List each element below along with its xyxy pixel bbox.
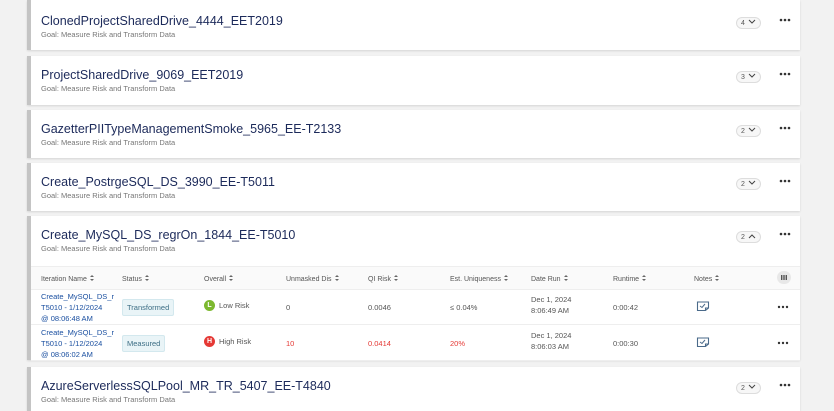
sort-icon	[332, 275, 340, 283]
project-title[interactable]: Create_MySQL_DS_regrOn_1844_EE-T5010	[41, 228, 296, 242]
column-header[interactable]: QI Risk	[368, 274, 399, 283]
iteration-count[interactable]: 2	[736, 382, 761, 394]
date-run: Dec 1, 2024	[531, 331, 572, 340]
project-card[interactable]: GazetterPIITypeManagementSmoke_5965_EE-T…	[27, 110, 800, 158]
chevron-icon	[745, 127, 756, 135]
column-header[interactable]: Est. Uniqueness	[450, 274, 509, 283]
sort-icon	[561, 275, 569, 283]
sort-icon	[712, 275, 720, 283]
runtime: 0:00:42	[613, 303, 639, 312]
risk-indicator: L	[204, 300, 215, 311]
iteration-count[interactable]: 2	[736, 178, 761, 190]
notes-icon[interactable]	[696, 335, 710, 353]
sort-icon	[87, 275, 95, 283]
table-row: Create_MySQL_DS_r T5010 - 1/12/2024 @ 08:0…	[31, 326, 800, 361]
column-header[interactable]: Notes	[694, 274, 720, 283]
notes-icon[interactable]	[696, 299, 710, 317]
chevron-icon	[745, 180, 756, 188]
page: ClonedProjectSharedDrive_4444_EET2019 Goa…	[27, 0, 800, 411]
chevron-icon	[745, 384, 756, 392]
column-header[interactable]: Runtime	[613, 274, 647, 283]
project-title[interactable]: AzureServerlessSQLPool_MR_TR_5407_EE-T48…	[41, 379, 331, 393]
project-card[interactable]: ProjectSharedDrive_9069_EET2019 Goal: Mea…	[27, 56, 800, 105]
iteration-name[interactable]: @ 08:06:48 AM	[41, 314, 93, 323]
project-goal: Goal: Measure Risk and Transform Data	[41, 138, 176, 147]
project-goal: Goal: Measure Risk and Transform Data	[41, 244, 176, 253]
more-menu[interactable]	[779, 69, 791, 80]
project-goal: Goal: Measure Risk and Transform Data	[41, 395, 176, 404]
row-menu[interactable]	[777, 302, 789, 313]
column-header[interactable]: Unmasked Dis	[286, 274, 340, 283]
iteration-count[interactable]: 2	[736, 125, 761, 137]
table-row: Create_MySQL_DS_r T5010 - 1/12/2024 @ 08:0…	[31, 290, 800, 325]
qi-risk: 0.0414	[368, 339, 391, 348]
project-goal: Goal: Measure Risk and Transform Data	[41, 84, 176, 93]
sort-icon	[142, 275, 150, 283]
project-title[interactable]: ClonedProjectSharedDrive_4444_EET2019	[41, 14, 283, 28]
table-header: Iteration Name Status Overall Unmasked Dis Q…	[31, 266, 800, 290]
status-badge: Measured	[122, 335, 166, 352]
uniqueness: 20%	[450, 339, 466, 348]
more-menu[interactable]	[779, 15, 791, 26]
project-goal: Goal: Measure Risk and Transform Data	[41, 191, 176, 200]
sort-icon	[639, 275, 647, 283]
project-card[interactable]: Create_PostrgeSQL_DS_3990_EE-T5011 Goal: …	[27, 163, 800, 211]
more-menu[interactable]	[779, 176, 791, 187]
column-header[interactable]: Iteration Name	[41, 274, 95, 283]
iteration-name[interactable]: T5010 - 1/12/2024	[41, 339, 103, 348]
column-settings[interactable]	[777, 271, 791, 284]
unmasked-count: 10	[286, 339, 295, 348]
column-header[interactable]: Overall	[204, 274, 234, 283]
column-header[interactable]: Date Run	[531, 274, 569, 283]
column-header[interactable]: Status	[122, 274, 150, 283]
date-run: 8:06:03 AM	[531, 342, 569, 351]
project-title[interactable]: ProjectSharedDrive_9069_EET2019	[41, 68, 244, 82]
runtime: 0:00:30	[613, 339, 639, 348]
project-title[interactable]: Create_PostrgeSQL_DS_3990_EE-T5011	[41, 175, 275, 189]
iteration-name[interactable]: T5010 - 1/12/2024	[41, 303, 103, 312]
uniqueness: ≤ 0.04%	[450, 303, 478, 312]
chevron-icon	[745, 19, 756, 27]
iteration-count[interactable]: 4	[736, 17, 761, 29]
sort-icon	[226, 275, 234, 283]
date-run: 8:06:49 AM	[531, 306, 569, 315]
iteration-name[interactable]: Create_MySQL_DS_r	[41, 292, 114, 301]
iteration-count[interactable]: 2	[736, 231, 761, 243]
project-title[interactable]: GazetterPIITypeManagementSmoke_5965_EE-T…	[41, 122, 342, 136]
project-card[interactable]: Create_MySQL_DS_regrOn_1844_EE-T5010 Goal…	[27, 216, 800, 361]
iteration-name[interactable]: @ 08:06:02 AM	[41, 350, 93, 359]
iteration-name[interactable]: Create_MySQL_DS_r	[41, 328, 114, 337]
chevron-icon	[745, 73, 756, 81]
unmasked-count: 0	[286, 303, 291, 312]
more-menu[interactable]	[779, 123, 791, 134]
project-card[interactable]: ClonedProjectSharedDrive_4444_EET2019 Goa…	[27, 0, 800, 50]
risk-indicator: H	[204, 336, 215, 347]
project-card[interactable]: AzureServerlessSQLPool_MR_TR_5407_EE-T48…	[27, 367, 800, 411]
chevron-icon	[745, 234, 756, 241]
status-badge: Transformed	[122, 299, 175, 316]
overall-risk: High Risk	[219, 337, 252, 346]
row-menu[interactable]	[777, 338, 789, 349]
iteration-count[interactable]: 3	[736, 71, 761, 83]
project-goal: Goal: Measure Risk and Transform Data	[41, 30, 176, 39]
qi-risk: 0.0046	[368, 303, 391, 312]
more-menu[interactable]	[779, 229, 791, 240]
overall-risk: Low Risk	[219, 301, 250, 310]
more-menu[interactable]	[779, 380, 791, 391]
date-run: Dec 1, 2024	[531, 295, 572, 304]
sort-icon	[501, 275, 509, 283]
sort-icon	[391, 275, 399, 283]
